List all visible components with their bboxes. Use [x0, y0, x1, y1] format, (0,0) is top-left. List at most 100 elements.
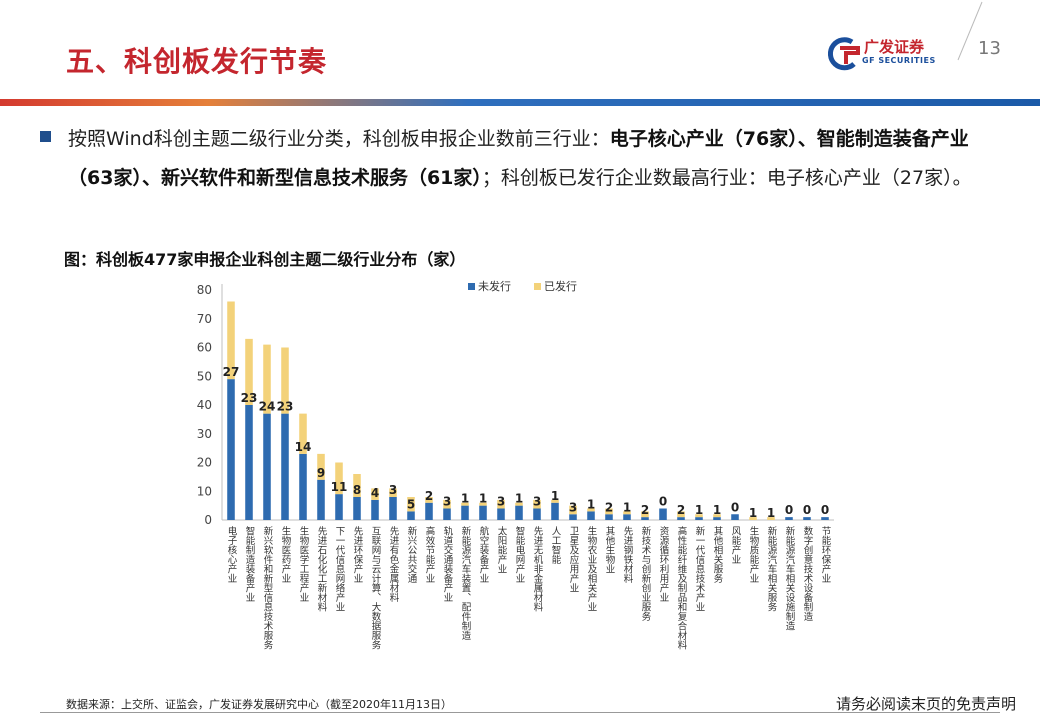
bar-segment-unissued [623, 514, 631, 520]
data-label: 24 [259, 400, 276, 414]
category-label: 太阳能产业 [496, 525, 508, 573]
gf-logo-icon [827, 37, 860, 71]
category-label: 其他相关服务 [712, 526, 724, 584]
bar-segment-issued [335, 462, 343, 495]
y-tick-label: 60 [197, 341, 212, 355]
bar-segment-issued [713, 514, 721, 518]
industry-stacked-bar-chart: 0102030405060708027电子核心产业23智能制造装备产业24新兴软… [197, 279, 834, 650]
bar-segment-unissued [785, 517, 793, 520]
category-label: 节能环保产业 [820, 526, 832, 583]
data-label: 0 [731, 500, 739, 514]
data-label: 1 [551, 489, 559, 503]
data-label: 11 [331, 480, 348, 494]
category-label: 电子核心产业 [226, 525, 238, 583]
category-label: 先进无机非金属材料 [532, 525, 544, 612]
category-label: 卫星及应用产业 [568, 526, 580, 593]
bar-segment-unissued [371, 499, 379, 520]
bar-segment-issued [299, 413, 307, 454]
data-label: 8 [353, 483, 361, 497]
data-label: 3 [497, 495, 505, 509]
bar-segment-unissued [425, 502, 433, 520]
category-label: 高效节能产业 [424, 525, 436, 583]
bar-segment-unissued [389, 497, 397, 520]
bar-segment-unissued [803, 517, 811, 520]
bar-segment-issued [371, 488, 379, 500]
page-title: 五、科创板发行节奏 [66, 45, 328, 78]
y-tick-label: 0 [204, 513, 212, 527]
data-label: 2 [641, 503, 649, 517]
bar-segment-unissued [407, 511, 415, 520]
bar-segment-issued [749, 517, 757, 520]
bar-segment-issued [587, 508, 595, 512]
bar-segment-issued [641, 511, 649, 518]
bar-segment-unissued [263, 413, 271, 520]
bar-segment-issued [461, 502, 469, 506]
bar-segment-unissued [605, 514, 613, 520]
bar-segment-issued [533, 499, 541, 509]
category-label: 生物农业及相关产业 [586, 525, 598, 611]
category-label: 轨道交通装备产业 [442, 525, 454, 602]
bar-segment-unissued [569, 514, 577, 520]
bar-segment-unissued [497, 508, 505, 520]
bar-segment-unissued [335, 494, 343, 520]
data-label: 1 [587, 497, 595, 511]
bar-segment-unissued [677, 517, 685, 520]
bar-segment-issued [443, 499, 451, 509]
category-label: 下一代信息网络产业 [334, 526, 346, 612]
figure-title: 图：科创板477家申报企业科创主题二级行业分布（家） [64, 250, 466, 269]
data-source: 数据来源：上交所、证监会，广发证券发展研究中心（截至2020年11月13日） [66, 698, 452, 711]
data-label: 1 [479, 492, 487, 506]
bar-segment-issued [497, 499, 505, 509]
bar-segment-issued [551, 499, 559, 503]
bar-segment-unissued [353, 497, 361, 520]
data-label: 3 [569, 500, 577, 514]
data-label: 2 [425, 489, 433, 503]
y-tick-label: 50 [197, 369, 212, 383]
data-label: 5 [407, 497, 415, 511]
data-label: 9 [317, 466, 325, 480]
bar-segment-unissued [515, 505, 523, 520]
category-label: 生物医学工程产业 [298, 525, 310, 602]
category-label: 数字创意技术设备制造 [802, 525, 814, 622]
data-label: 0 [785, 503, 793, 517]
data-label: 3 [443, 495, 451, 509]
category-label: 新能源汽车装置、配件制造 [460, 525, 472, 641]
category-label: 航空装备产业 [478, 525, 490, 583]
bar-segment-unissued [713, 517, 721, 520]
bar-segment-issued [227, 301, 235, 380]
category-label: 风能产业 [730, 526, 742, 564]
data-label: 2 [677, 503, 685, 517]
legend-label: 已发行 [544, 279, 577, 293]
bar-segment-unissued [587, 511, 595, 520]
page-number: 13 [978, 38, 1001, 59]
category-label: 智能制造装备产业 [244, 525, 256, 602]
bar-segment-issued [425, 497, 433, 503]
bar-segment-unissued [659, 508, 667, 520]
bar-segment-issued [569, 505, 577, 515]
category-label: 资源循环利用产业 [658, 526, 670, 602]
data-label: 27 [223, 365, 240, 379]
bar-segment-issued [407, 497, 415, 512]
data-label: 3 [389, 483, 397, 497]
bar-segment-unissued [551, 502, 559, 520]
bar-segment-unissued [731, 514, 739, 520]
category-label: 生物医药产业 [280, 525, 292, 583]
category-label: 先进钢铁材料 [622, 525, 634, 584]
category-label: 生物质能产业 [748, 525, 760, 583]
bar-segment-unissued [245, 405, 253, 520]
category-label: 新兴软件和新型信息技术服务 [262, 525, 274, 650]
legend-swatch [468, 283, 475, 290]
legend-label: 未发行 [478, 279, 511, 293]
data-label: 23 [277, 400, 294, 414]
category-label: 互联网与云计算、大数据服务 [370, 526, 382, 650]
data-label: 1 [713, 503, 721, 517]
header-slash-decoration [957, 1, 983, 61]
bar-segment-unissued [479, 505, 487, 520]
y-tick-label: 20 [197, 456, 212, 470]
category-label: 新兴公共交通 [406, 525, 418, 584]
category-label: 先进有色金属材料 [388, 525, 400, 603]
data-label: 1 [515, 492, 523, 506]
logo-text: 广发证券 [864, 38, 925, 56]
data-label: 2 [605, 500, 613, 514]
bar-segment-issued [353, 474, 361, 497]
